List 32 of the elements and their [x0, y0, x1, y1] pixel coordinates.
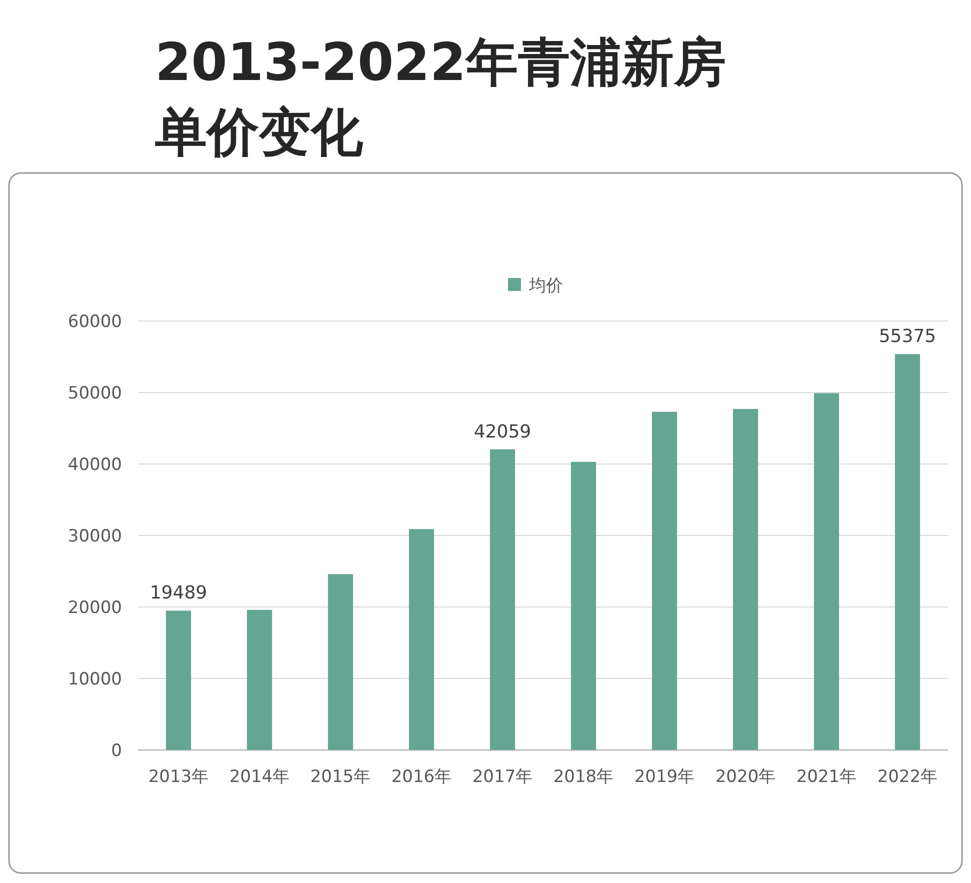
y-tick-label: 60000: [68, 312, 122, 332]
y-tick-label: 0: [111, 740, 122, 761]
y-tick-label: 20000: [68, 598, 122, 618]
y-tick-label: 50000: [68, 383, 122, 404]
bar: [490, 449, 516, 750]
x-tick-label: 2015年: [310, 767, 371, 787]
bar: [732, 408, 758, 750]
bar: [894, 354, 920, 750]
data-label: 55375: [878, 326, 936, 348]
bar: [814, 393, 840, 750]
x-tick-label: 2021年: [796, 767, 857, 787]
data-label: 19489: [150, 582, 208, 604]
data-label: 42059: [474, 421, 532, 442]
legend-label: 均价: [528, 276, 563, 296]
bar: [328, 574, 354, 750]
x-tick-label: 2019年: [634, 767, 695, 787]
x-tick-label: 2017年: [472, 767, 533, 787]
bar: [166, 610, 192, 750]
y-tick-label: 40000: [68, 454, 122, 475]
x-tick-label: 2014年: [229, 767, 290, 787]
x-tick-label: 2020年: [715, 767, 776, 787]
x-tick-label: 2018年: [553, 767, 614, 787]
bar: [408, 529, 434, 750]
y-tick-label: 30000: [68, 526, 122, 546]
x-tick-label: 2013年: [148, 767, 209, 787]
bar: [652, 412, 678, 750]
x-tick-label: 2022年: [877, 767, 938, 787]
bar: [570, 462, 596, 750]
chart-title: 2013-2022年青浦新房单价变化: [154, 33, 726, 163]
y-tick-label: 10000: [68, 669, 122, 690]
bar: [246, 610, 272, 750]
x-tick-label: 2016年: [391, 767, 452, 787]
